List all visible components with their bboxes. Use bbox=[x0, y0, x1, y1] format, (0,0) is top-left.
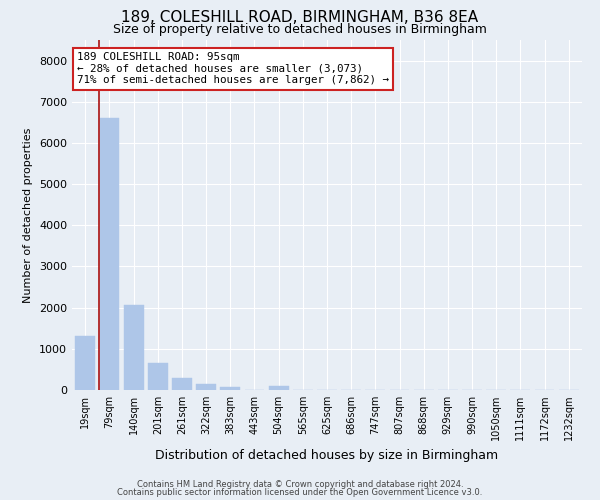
Bar bbox=[269, 386, 289, 390]
Bar bbox=[196, 384, 216, 390]
Text: Contains HM Land Registry data © Crown copyright and database right 2024.: Contains HM Land Registry data © Crown c… bbox=[137, 480, 463, 489]
Text: 189 COLESHILL ROAD: 95sqm
← 28% of detached houses are smaller (3,073)
71% of se: 189 COLESHILL ROAD: 95sqm ← 28% of detac… bbox=[77, 52, 389, 86]
Bar bbox=[148, 363, 168, 390]
Text: Contains public sector information licensed under the Open Government Licence v3: Contains public sector information licen… bbox=[118, 488, 482, 497]
Y-axis label: Number of detached properties: Number of detached properties bbox=[23, 128, 34, 302]
Bar bbox=[172, 378, 192, 390]
Text: Size of property relative to detached houses in Birmingham: Size of property relative to detached ho… bbox=[113, 22, 487, 36]
Bar bbox=[76, 336, 95, 390]
X-axis label: Distribution of detached houses by size in Birmingham: Distribution of detached houses by size … bbox=[155, 448, 499, 462]
Bar bbox=[220, 386, 240, 390]
Bar bbox=[124, 305, 143, 390]
Bar bbox=[100, 118, 119, 390]
Text: 189, COLESHILL ROAD, BIRMINGHAM, B36 8EA: 189, COLESHILL ROAD, BIRMINGHAM, B36 8EA bbox=[121, 10, 479, 25]
